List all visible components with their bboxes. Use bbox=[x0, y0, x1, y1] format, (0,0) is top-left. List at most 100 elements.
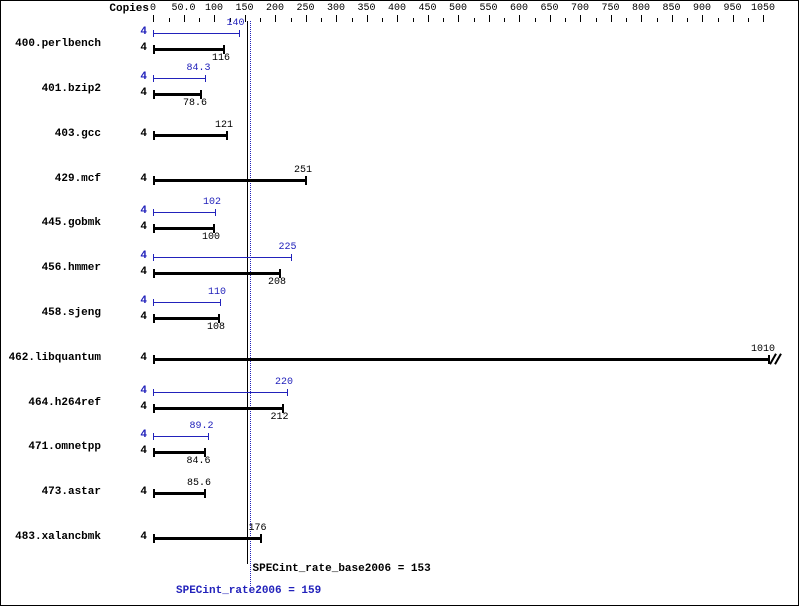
axis-tick-major bbox=[549, 15, 551, 22]
axis-tick-major bbox=[641, 15, 642, 22]
benchmark-name: 473.astar bbox=[41, 486, 101, 498]
bar-start-cap bbox=[153, 209, 154, 216]
base-bar bbox=[153, 317, 219, 320]
base-bar bbox=[153, 227, 214, 230]
benchmark-name: 456.hmmer bbox=[41, 262, 101, 274]
axis-tick-label: 150 bbox=[235, 3, 254, 14]
axis-tick-label: 50.0 bbox=[171, 3, 196, 14]
bar-value-label: 176 bbox=[248, 523, 267, 534]
axis-tick-major bbox=[519, 15, 520, 22]
axis-tick-label: 300 bbox=[326, 3, 346, 14]
bar-start-cap bbox=[153, 534, 155, 543]
axis-tick-label: 250 bbox=[296, 3, 315, 14]
axis-tick-minor bbox=[656, 18, 658, 22]
benchmark-name: 458.sjeng bbox=[41, 307, 101, 319]
axis-tick-minor bbox=[748, 18, 749, 22]
axis-tick-minor bbox=[626, 18, 627, 22]
base-bar bbox=[153, 48, 224, 51]
axis-tick-major bbox=[244, 15, 246, 22]
bar-start-cap bbox=[153, 30, 154, 37]
peak-bar bbox=[153, 391, 287, 393]
copies-value: 4 bbox=[140, 221, 147, 233]
axis-tick-label: 500 bbox=[448, 3, 468, 14]
bar-end-cap bbox=[215, 209, 216, 216]
bar-end-cap bbox=[238, 30, 240, 37]
axis-tick-major bbox=[488, 15, 490, 22]
axis-tick-major bbox=[610, 15, 612, 22]
base-bar bbox=[153, 178, 306, 182]
bar-start-cap bbox=[153, 254, 154, 261]
axis-tick-label: 900 bbox=[692, 3, 712, 14]
axis-tick-major bbox=[305, 15, 307, 22]
axis-tick-minor bbox=[443, 18, 444, 22]
axis-tick-label: 350 bbox=[357, 3, 376, 14]
bar-start-cap bbox=[153, 448, 155, 457]
bar-value-label: 84.6 bbox=[186, 456, 211, 467]
copies-value: 4 bbox=[140, 429, 147, 441]
bar-value-label: 208 bbox=[267, 277, 286, 288]
bar-end-cap bbox=[279, 269, 281, 278]
axis-tick-minor bbox=[321, 18, 322, 22]
bar-value-label: 100 bbox=[201, 232, 220, 243]
bar-value-label: 116 bbox=[211, 53, 230, 64]
copies-value: 4 bbox=[140, 205, 147, 217]
bar-start-cap bbox=[153, 90, 155, 99]
bar-start-cap bbox=[153, 130, 155, 140]
axis-tick-minor bbox=[565, 18, 566, 22]
copies-value: 4 bbox=[140, 266, 147, 278]
axis-tick-minor bbox=[534, 18, 536, 22]
benchmark-name: 403.gcc bbox=[54, 127, 101, 140]
copies-value: 4 bbox=[140, 42, 147, 54]
axis-tick-major bbox=[153, 15, 154, 22]
bar-start-cap bbox=[153, 224, 155, 233]
axis-tick-label: 100 bbox=[204, 3, 224, 14]
copies-value: 4 bbox=[140, 531, 147, 543]
base-bar bbox=[153, 357, 769, 361]
base-metric-summary: SPECint_rate_base2006 = 153 bbox=[252, 563, 431, 575]
bar-start-cap bbox=[153, 175, 155, 185]
base-bar bbox=[153, 492, 205, 495]
bar-value-label: 225 bbox=[278, 242, 297, 253]
axis-tick-minor bbox=[687, 18, 688, 22]
copies-value: 4 bbox=[140, 486, 147, 498]
benchmark-name: 400.perlbench bbox=[15, 38, 101, 50]
bar-end-cap bbox=[768, 354, 770, 364]
base-bar bbox=[153, 93, 201, 96]
peak-metric-summary: SPECint_rate2006 = 159 bbox=[176, 585, 322, 597]
peak-bar bbox=[153, 33, 239, 34]
axis-tick-minor bbox=[229, 18, 231, 22]
bar-start-cap bbox=[153, 299, 154, 306]
copies-value: 4 bbox=[140, 87, 147, 99]
axis-tick-label: 550 bbox=[479, 3, 498, 14]
bar-value-label: 89.2 bbox=[189, 421, 214, 432]
bar-start-cap bbox=[153, 314, 155, 323]
bar-start-cap bbox=[153, 354, 155, 364]
benchmark-name: 464.h264ref bbox=[28, 396, 101, 409]
bar-value-label: 220 bbox=[274, 376, 293, 388]
axis-tick-minor bbox=[717, 18, 719, 22]
axis-tick-label: 800 bbox=[631, 3, 651, 14]
axis-tick-major bbox=[763, 15, 764, 22]
axis-tick-major bbox=[214, 15, 215, 22]
axis-tick-minor bbox=[290, 18, 292, 22]
bar-value-label: 110 bbox=[207, 287, 226, 298]
axis-tick-major bbox=[366, 15, 368, 22]
bar-start-cap bbox=[153, 75, 154, 82]
copies-value: 4 bbox=[140, 311, 147, 323]
bar-start-cap bbox=[153, 388, 154, 396]
axis-tick-major bbox=[458, 15, 459, 22]
axis-tick-major bbox=[397, 15, 398, 22]
peak-bar bbox=[153, 436, 208, 437]
bar-end-cap bbox=[207, 433, 209, 440]
axis-tick-major bbox=[580, 15, 581, 22]
bar-end-cap bbox=[220, 299, 221, 306]
copies-value: 4 bbox=[140, 295, 147, 307]
peak-bar bbox=[153, 78, 205, 79]
axis-tick-minor bbox=[199, 18, 200, 22]
bar-end-cap bbox=[204, 75, 206, 82]
bar-value-label: 212 bbox=[270, 411, 289, 423]
copies-value: 4 bbox=[140, 400, 147, 413]
axis-tick-minor bbox=[504, 18, 505, 22]
bar-start-cap bbox=[153, 433, 154, 440]
